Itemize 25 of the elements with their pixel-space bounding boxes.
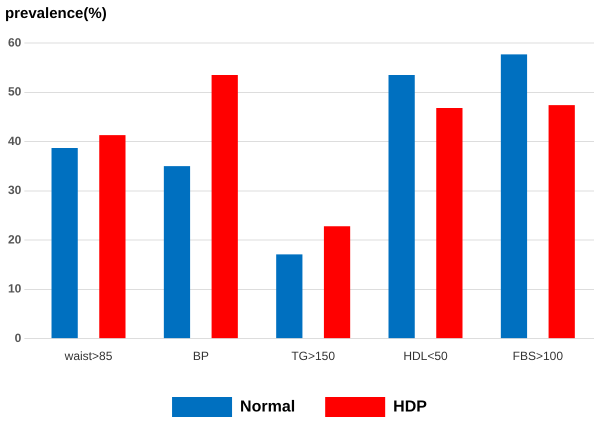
bar	[548, 105, 575, 338]
bar	[500, 54, 528, 338]
x-tick-label: BP	[192, 349, 209, 364]
y-tick-label: 20	[8, 232, 22, 246]
bar	[52, 148, 78, 338]
y-tick-label: 0	[14, 330, 22, 345]
bar	[324, 226, 350, 338]
x-tick-label: HDL<50	[403, 349, 448, 364]
bar	[99, 135, 126, 338]
legend-label: Normal	[240, 398, 296, 416]
legend-label: HDP	[393, 398, 428, 416]
bar	[388, 75, 415, 338]
x-tick-label: TG>150	[291, 349, 336, 364]
y-tick-label: 50	[8, 84, 22, 99]
y-axis-title: prevalence(%)	[5, 5, 107, 22]
y-tick-label: 40	[8, 134, 22, 148]
bar	[276, 254, 302, 338]
x-tick-label: FBS>100	[512, 349, 564, 364]
bar	[212, 75, 238, 338]
y-tick-label: 10	[8, 282, 22, 296]
bar	[436, 108, 463, 338]
bar	[164, 166, 190, 338]
y-tick-label: 60	[8, 35, 22, 50]
x-tick-label: waist>85	[64, 349, 113, 364]
y-tick-label: 30	[8, 183, 22, 198]
